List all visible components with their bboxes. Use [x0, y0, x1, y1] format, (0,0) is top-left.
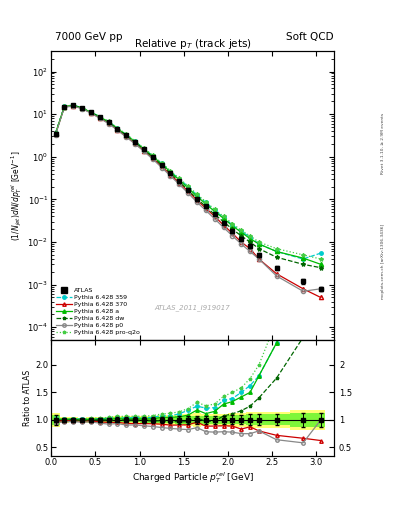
- Title: Relative p$_T$ (track jets): Relative p$_T$ (track jets): [134, 37, 252, 51]
- Text: Soft QCD: Soft QCD: [286, 32, 334, 42]
- Y-axis label: Ratio to ATLAS: Ratio to ATLAS: [24, 370, 32, 426]
- Legend: ATLAS, Pythia 6.428 359, Pythia 6.428 370, Pythia 6.428 a, Pythia 6.428 dw, Pyth: ATLAS, Pythia 6.428 359, Pythia 6.428 37…: [54, 286, 142, 337]
- Text: Rivet 3.1.10, ≥ 2.9M events: Rivet 3.1.10, ≥ 2.9M events: [381, 113, 385, 174]
- Y-axis label: $(1/N_{jet})dN/dp_T^{rel}$ [GeV$^{-1}$]: $(1/N_{jet})dN/dp_T^{rel}$ [GeV$^{-1}$]: [10, 151, 24, 241]
- X-axis label: Charged Particle $p_T^{rel}$ [GeV]: Charged Particle $p_T^{rel}$ [GeV]: [132, 470, 253, 485]
- Text: ATLAS_2011_I919017: ATLAS_2011_I919017: [155, 305, 230, 311]
- Text: mcplots.cern.ch [arXiv:1306.3436]: mcplots.cern.ch [arXiv:1306.3436]: [381, 224, 385, 298]
- Text: 7000 GeV pp: 7000 GeV pp: [55, 32, 123, 42]
